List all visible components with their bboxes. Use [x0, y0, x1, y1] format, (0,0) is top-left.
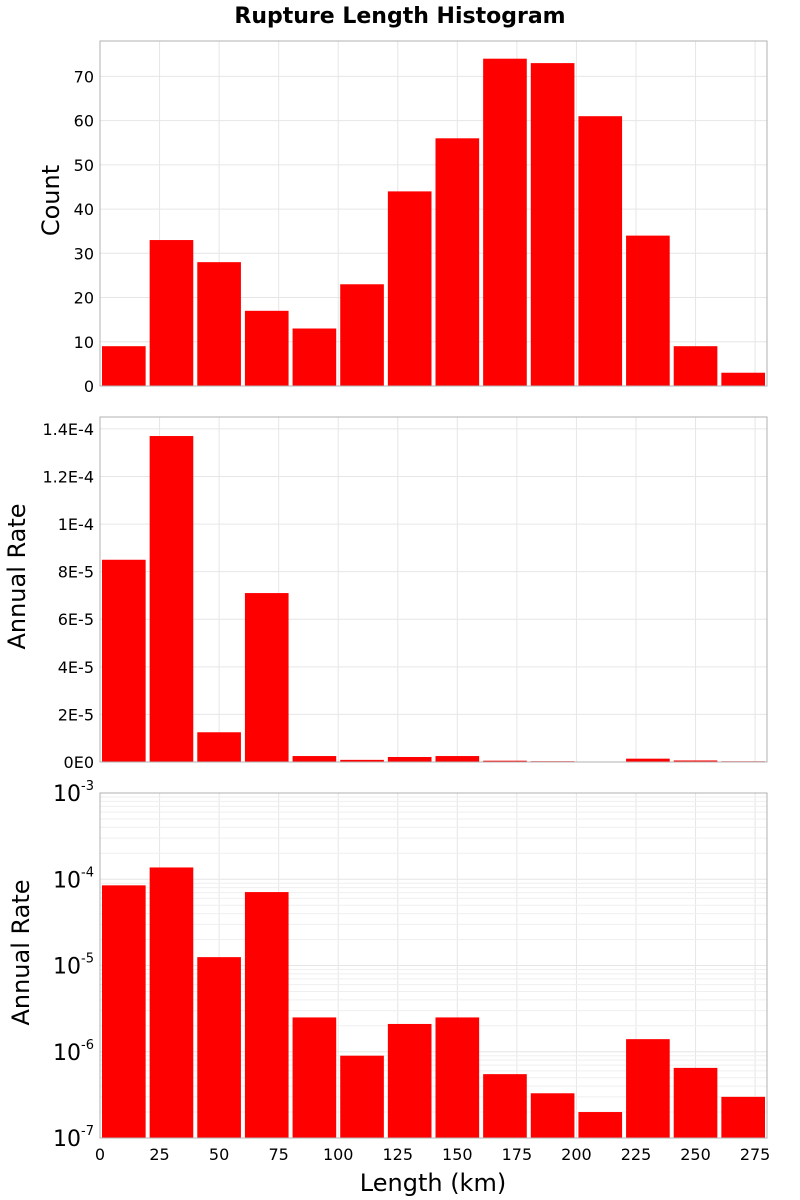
bar [292, 328, 337, 386]
x-tick-label: 250 [680, 1145, 711, 1164]
bar [292, 1017, 337, 1138]
y-tick-base: 10 [53, 955, 81, 980]
bar [244, 310, 289, 386]
panel-annual-rate-linear: 0E0 2E-5 4E-5 6E-5 8E-5 1E-4 1.2E-4 1.4E-4 Annua… [3, 416, 768, 772]
bar [197, 957, 241, 1138]
y-tick-label: 2E-5 [58, 705, 94, 724]
y-tick-base: 10 [53, 1127, 81, 1152]
x-tick-label: 225 [621, 1145, 652, 1164]
bar [244, 593, 289, 762]
bar [578, 1112, 623, 1138]
x-tick-label: 75 [268, 1145, 288, 1164]
bar [673, 760, 718, 762]
y-tick-base: 10 [53, 868, 81, 893]
bar [197, 732, 241, 762]
y-tick-label: 1E-4 [58, 515, 94, 534]
bar [530, 1093, 575, 1138]
x-tick-label: 50 [209, 1145, 229, 1164]
x-tick-label: 275 [740, 1145, 771, 1164]
bar [578, 116, 623, 386]
y-tick-exponent: -4 [81, 865, 94, 880]
bar [102, 559, 146, 762]
bar [149, 867, 194, 1138]
panel-count: 0 10 20 30 40 50 60 70 Count [37, 40, 768, 396]
bar [387, 1023, 432, 1138]
plot-frame [99, 792, 768, 1139]
bar [340, 284, 384, 386]
bar [340, 1055, 384, 1138]
y-tick-label: 0E0 [64, 753, 94, 772]
bar [102, 346, 146, 386]
chart-title: Rupture Length Histogram [234, 4, 565, 29]
bar [673, 346, 718, 386]
x-tick-label: 25 [149, 1145, 169, 1164]
bar [721, 1096, 765, 1138]
y-tick-label: 0 [84, 377, 94, 396]
y-tick-label: 50 [74, 156, 94, 175]
y-tick-label: 10 [74, 333, 94, 352]
y-tick-label: 10-3 [53, 779, 94, 807]
x-axis-label: Length (km) [360, 1169, 506, 1197]
y-tick-label: 4E-5 [58, 658, 94, 677]
x-tick-label: 150 [442, 1145, 473, 1164]
x-tick-label: 175 [502, 1145, 533, 1164]
y-tick-exponent: -5 [81, 952, 94, 967]
y-axis-label: Annual Rate [7, 879, 35, 1025]
bar [483, 58, 527, 386]
y-axis-label: Annual Rate [3, 503, 31, 649]
bar [626, 1039, 670, 1138]
bar [435, 138, 480, 386]
y-tick-label: 60 [74, 112, 94, 131]
bar [530, 63, 575, 386]
plot-frame [99, 416, 768, 763]
y-tick-label: 1.2E-4 [42, 467, 94, 486]
x-tick-label: 0 [95, 1145, 105, 1164]
y-tick-label: 6E-5 [58, 610, 94, 629]
bar [483, 760, 527, 762]
bar [483, 1074, 527, 1138]
y-tick-label: 70 [74, 67, 94, 86]
y-tick-label: 30 [74, 244, 94, 263]
y-tick-label: 40 [74, 200, 94, 219]
bar [244, 892, 289, 1138]
bar [149, 436, 194, 762]
plot-frame [99, 40, 768, 387]
bar [340, 759, 384, 762]
bar [149, 240, 194, 386]
y-tick-label: 10-4 [53, 865, 94, 893]
x-tick-label: 125 [382, 1145, 413, 1164]
y-axis-label: Count [37, 165, 65, 236]
y-tick-base: 10 [53, 1041, 81, 1066]
bar [626, 235, 670, 386]
bar [626, 758, 670, 762]
bar [673, 1067, 718, 1138]
bar [387, 757, 432, 762]
y-tick-label: 10-6 [53, 1038, 94, 1066]
y-tick-label: 10-5 [53, 952, 94, 980]
x-tick-label: 100 [323, 1145, 354, 1164]
bar [435, 756, 480, 762]
bar [435, 1017, 480, 1138]
x-tick-label: 200 [561, 1145, 592, 1164]
y-tick-label: 1.4E-4 [42, 420, 94, 439]
bar [292, 756, 337, 762]
bar [387, 191, 432, 386]
y-tick-exponent: -6 [81, 1038, 94, 1053]
y-tick-label: 10-7 [53, 1124, 94, 1152]
y-tick-label: 20 [74, 289, 94, 308]
y-tick-base: 10 [53, 782, 81, 807]
y-tick-label: 8E-5 [58, 563, 94, 582]
bar [197, 262, 241, 386]
y-tick-exponent: -3 [81, 779, 94, 794]
y-tick-exponent: -7 [81, 1124, 94, 1139]
bar [721, 372, 765, 386]
bar [102, 885, 146, 1138]
